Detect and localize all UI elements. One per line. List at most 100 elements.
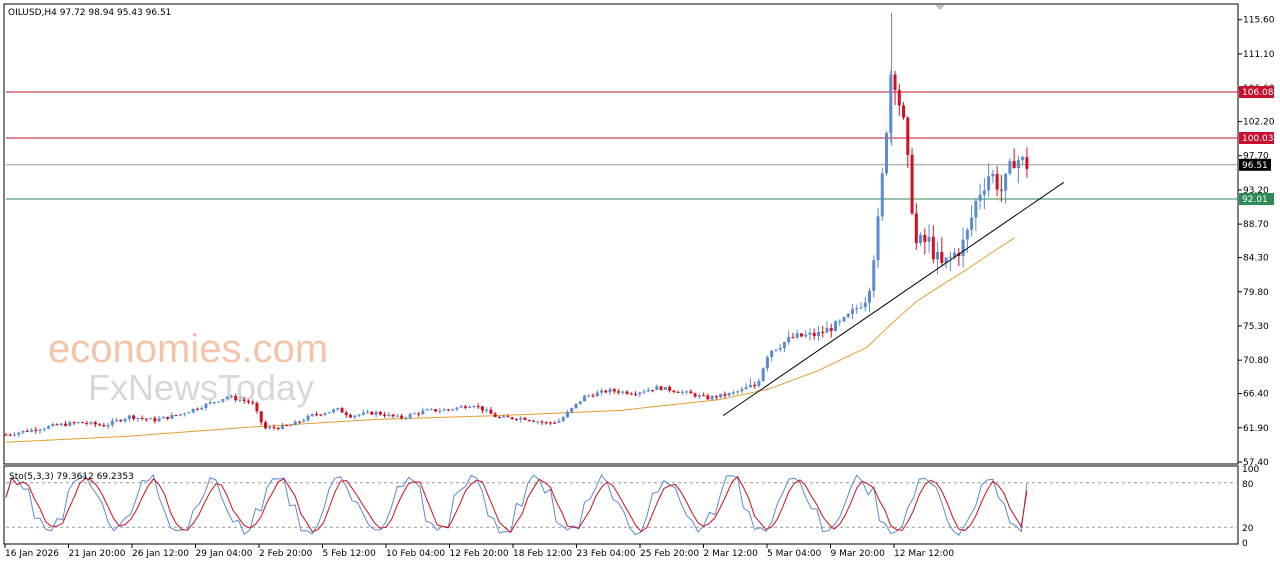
candle-body [404,417,408,419]
candle-body [872,260,876,291]
candle-body [221,399,225,402]
candle-body [417,413,421,415]
candle-body [21,430,25,433]
candle-body [697,395,701,397]
candle-body [859,307,863,309]
candle-body [183,413,187,415]
candle-body [991,173,995,177]
candle-body [489,409,493,414]
candle-body [480,406,484,411]
candle-body [370,411,374,415]
scroll-marker-icon[interactable] [935,5,945,10]
candle-body [85,423,89,425]
candle-body [612,389,616,392]
candle-body [242,399,246,401]
level-badge [1239,86,1274,99]
candle-body [889,74,893,134]
level-badge-label: 106.08 [1242,88,1274,98]
candle-body [246,400,250,403]
candle-body [663,387,667,390]
candle-body [255,403,259,412]
candle-body [408,414,412,418]
candle-body [587,395,591,397]
candle-body [561,417,565,422]
candle-body [744,387,748,390]
candle-body [115,420,119,422]
trendline[interactable] [722,181,1065,417]
candle-body [1004,173,1008,191]
candle-body [506,416,510,418]
candle-body [51,424,55,427]
candle-body [438,410,442,412]
x-tick-label: 5 Mar 04:00 [767,549,822,559]
candle-body [1021,157,1025,161]
candle-body [514,418,518,420]
candle-body [285,425,289,427]
candle-body [161,416,165,419]
candle-body [519,417,523,420]
candle-body [429,409,433,411]
y-tick-label: 79.80 [1243,288,1269,298]
candle-body [451,409,455,411]
candle-body [953,252,957,258]
candle-body [463,406,467,408]
trendline-layer [722,181,1065,417]
stochastic-label: Sto(5,3,3) 79.3612 69.2353 [9,472,134,482]
candle-body [906,117,910,155]
candle-body [757,380,761,387]
candle-body [536,421,540,423]
candle-body [982,190,986,195]
candle-body [668,387,672,391]
x-tick-label: 18 Feb 12:00 [513,549,572,559]
candle-body [229,396,233,398]
candle-body [936,251,940,260]
candle-body [327,412,331,414]
candle-body [965,229,969,240]
candle-body [902,105,906,118]
candle-body [123,418,127,422]
stochastic-tick-label: 0 [1242,539,1248,549]
candle-body [446,409,450,411]
candle-body [659,386,663,390]
candle-body [98,424,102,426]
candle-body [387,414,391,416]
candle-body [302,420,306,422]
candle-body [127,415,131,419]
candle-body [553,422,557,424]
y-tick-label: 93.20 [1243,186,1269,196]
candle-body [268,427,272,429]
stochastic-panel-frame [3,465,1239,545]
candle-body [42,428,46,430]
candle-body [740,389,744,392]
candle-body [178,414,182,416]
candle-body [578,401,582,404]
candle-body [166,416,170,419]
x-tick-label: 12 Feb 20:00 [450,549,509,559]
candle-body [880,173,884,217]
candle-body [829,328,833,332]
candle-body [540,421,544,423]
candle-body [455,407,459,410]
symbol-info: OILUSD,H4 97.72 98.94 95.43 96.51 [8,8,171,18]
x-tick-label: 10 Feb 04:00 [386,549,445,559]
candle-body [1008,160,1012,174]
candle-body [621,391,625,393]
candle-body [927,236,931,242]
ma-line [5,237,1015,443]
x-tick-label: 5 Feb 12:00 [323,549,377,559]
candle-body [978,194,982,201]
stochastic-d-line [5,475,1028,534]
candle-body [144,418,148,420]
candle-body [238,399,242,401]
candle-body [497,417,501,419]
candle-body [850,309,854,314]
candle-body [421,410,425,414]
candle-body [808,332,812,335]
candle-body [642,391,646,393]
candle-body [846,313,850,318]
candle-body [940,251,944,263]
candle-body [310,414,314,416]
candle-body [583,395,587,402]
candle-body [838,321,842,323]
